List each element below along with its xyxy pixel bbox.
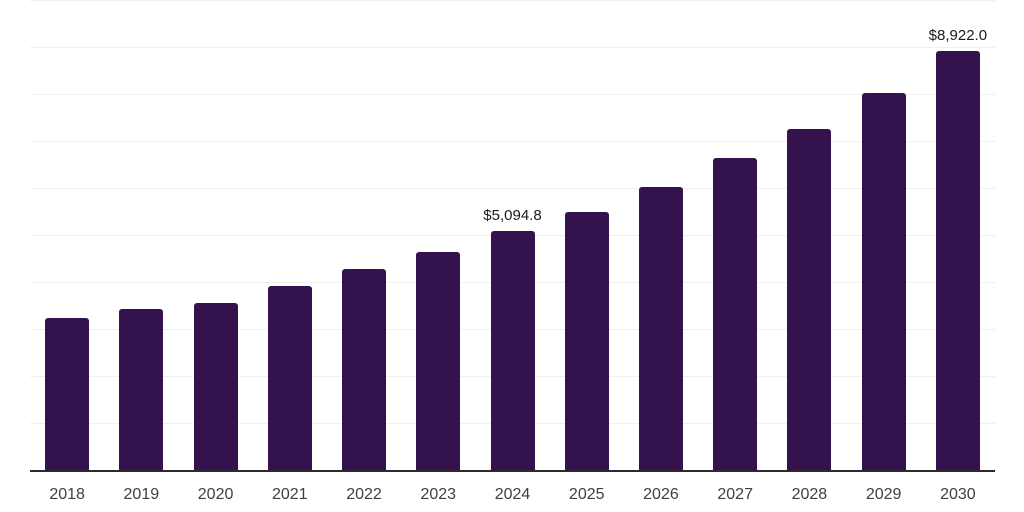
x-tick-label-2021: 2021 [272,486,308,503]
gridline [30,141,995,142]
x-tick-label-2027: 2027 [717,486,753,503]
x-axis: 2018 2019 2020 2021 2022 2023 2024 2025 2026 2027… [30,483,995,507]
bar-2020 [193,303,238,470]
plot-area: $5,094.8 $8,922.0 [30,0,995,472]
value-label-2030: $8,922.0 [928,26,988,44]
bar-2021 [267,286,312,470]
x-tick-label-2022: 2022 [346,486,382,503]
x-tick-label-2025: 2025 [568,486,605,503]
x-axis-line [30,470,995,472]
gridline [30,0,995,1]
bar-2028 [787,128,832,470]
gridline [30,188,995,189]
x-tick-label-2019: 2019 [123,486,160,503]
x-tick-label-2024: 2024 [494,486,531,503]
bar-2030 [935,50,980,470]
bar-2019 [119,309,164,470]
x-tick-label-2026: 2026 [643,486,679,503]
bar-2018 [45,318,90,470]
gridline [30,94,995,95]
bar-2025 [564,211,609,470]
x-tick-label-2028: 2028 [791,486,828,503]
gridline [30,47,995,48]
bar-2022 [342,269,387,470]
x-tick-label-2030: 2030 [940,486,976,503]
x-tick-label-2020: 2020 [197,486,234,503]
x-tick-label-2018: 2018 [49,486,85,503]
bar-2023 [416,252,461,470]
x-tick-label-2023: 2023 [420,486,457,503]
bar-2024 [490,230,535,470]
bar-2027 [713,158,758,470]
bar-2026 [638,186,683,470]
bar-2029 [861,92,906,470]
x-tick-label-2029: 2029 [865,486,902,503]
value-label-2024: $5,094.8 [483,206,542,224]
